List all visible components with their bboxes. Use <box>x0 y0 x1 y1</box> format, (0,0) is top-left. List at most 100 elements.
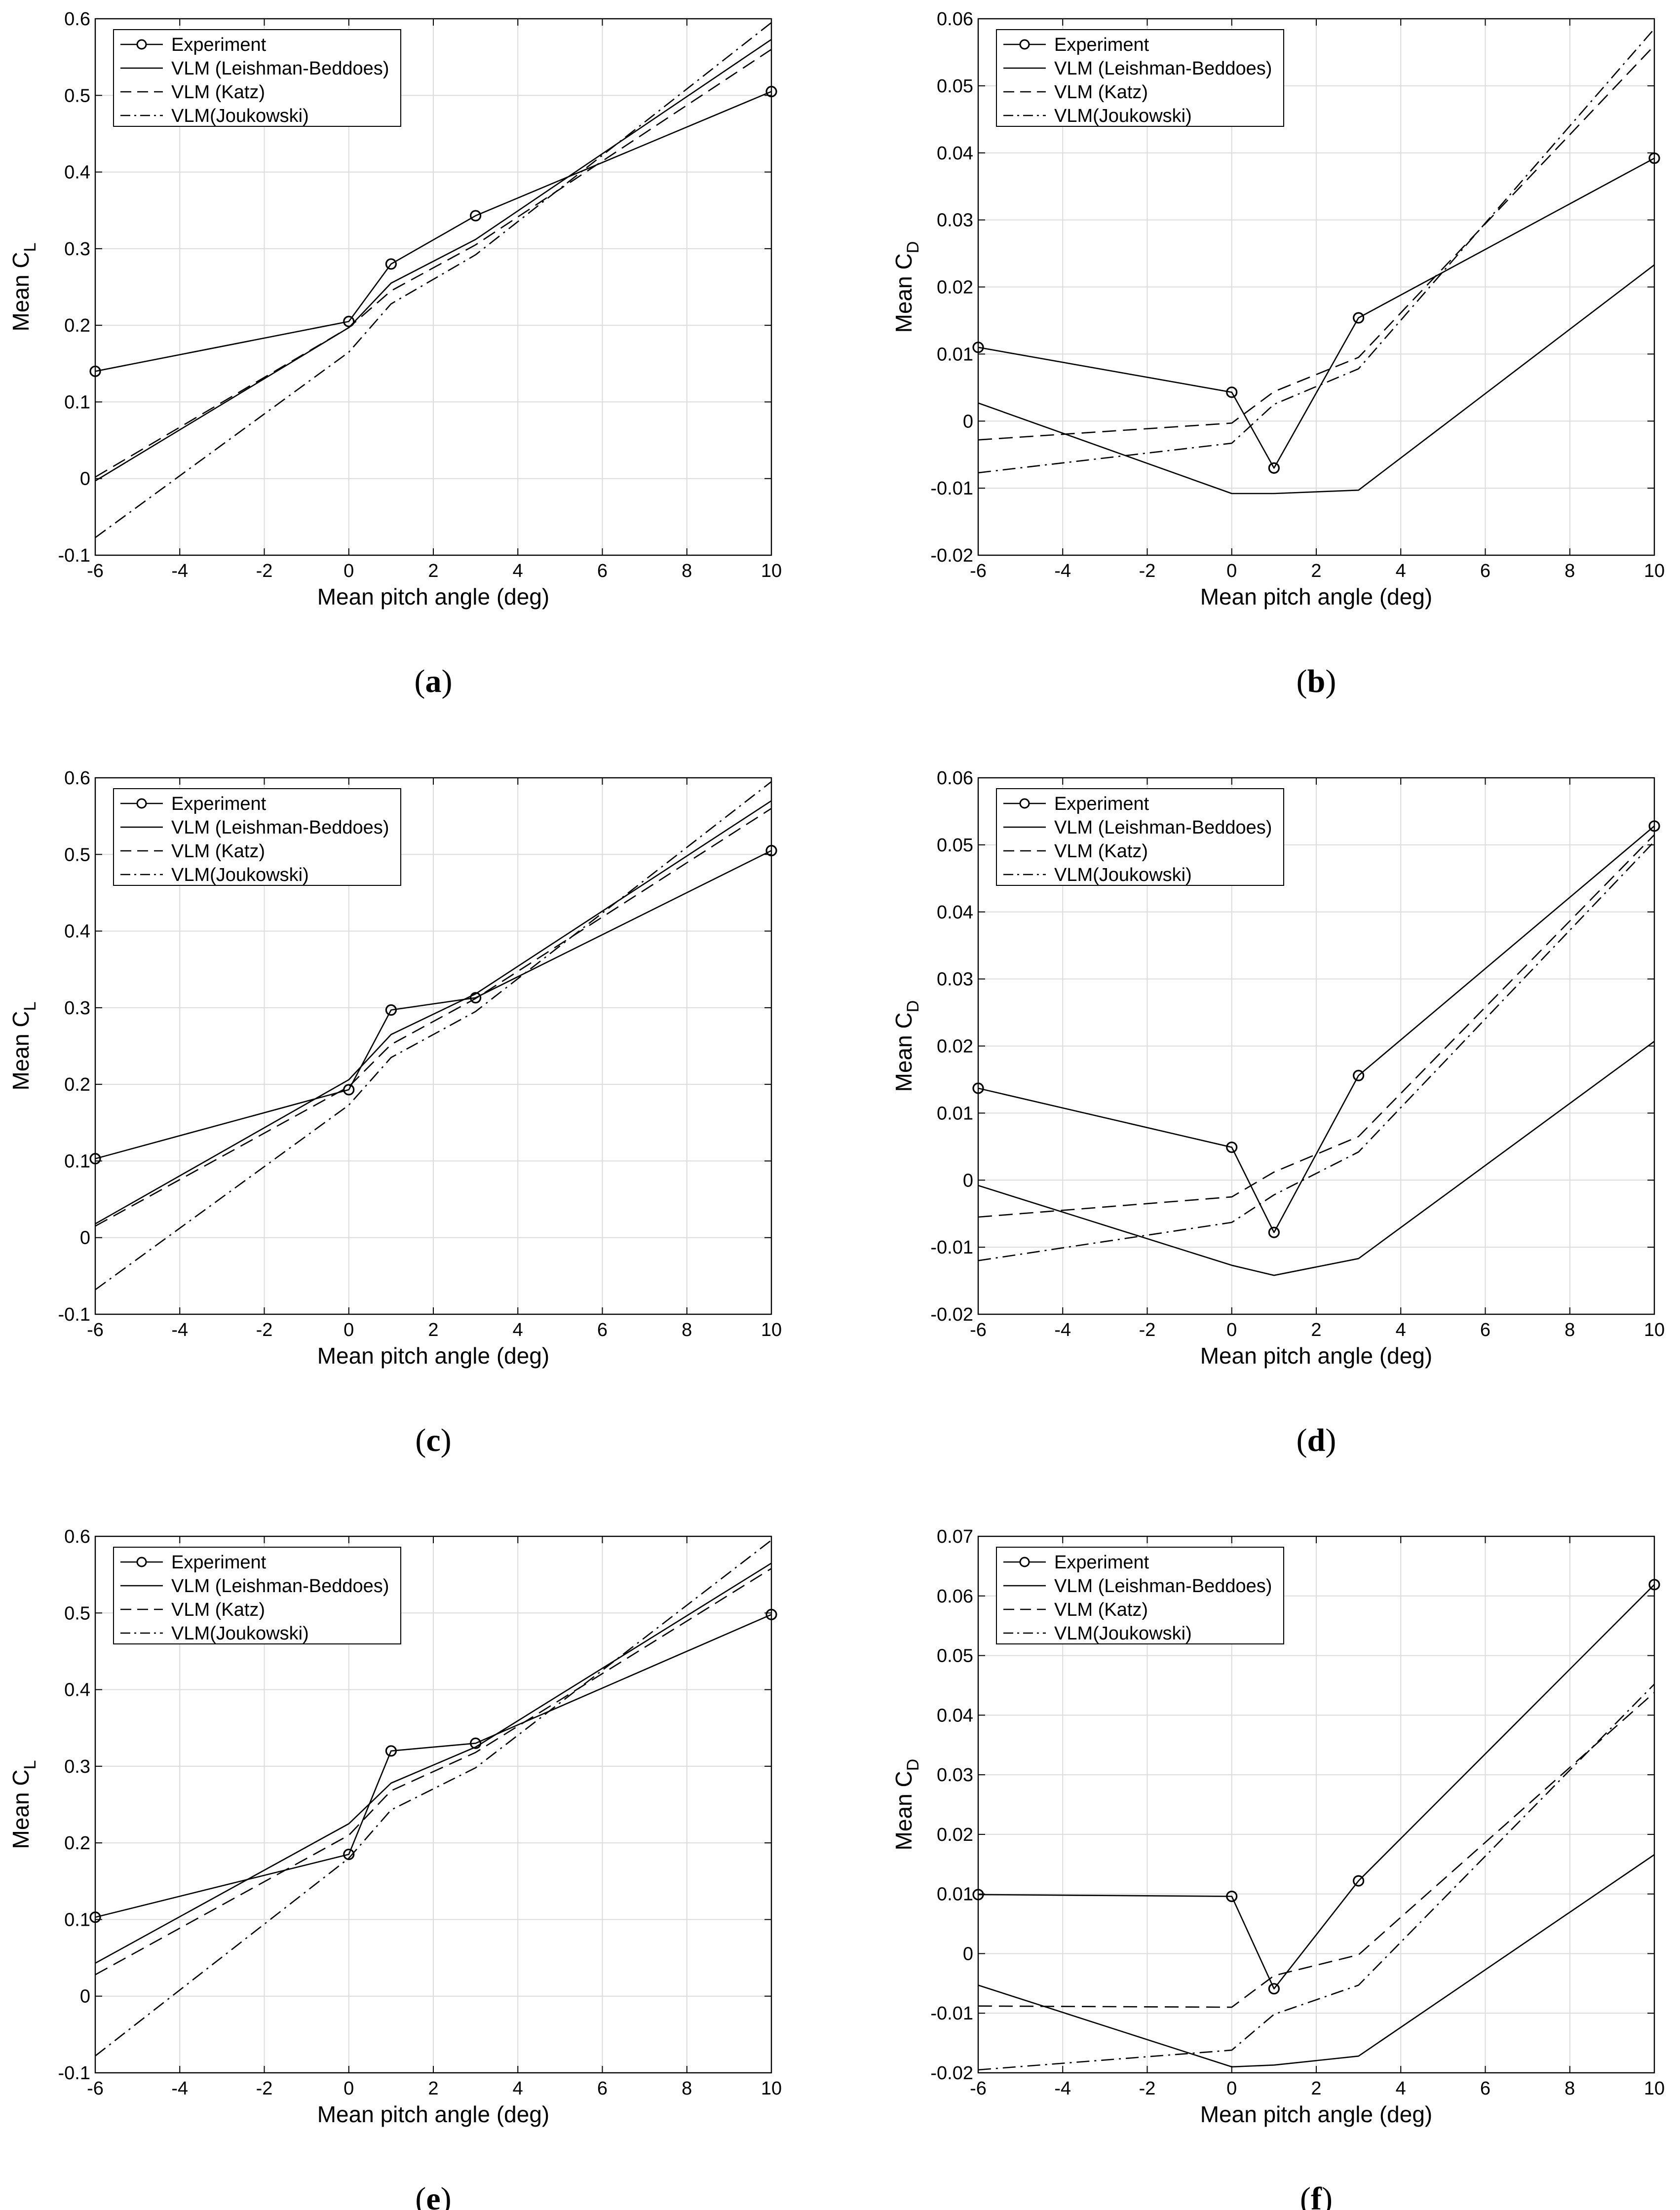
legend: Experiment VLM (Leishman-Beddoes) VLM (Kat… <box>113 29 401 127</box>
y-tick-label: -0.01 <box>930 478 973 499</box>
y-tick-label: -0.02 <box>930 1304 973 1325</box>
x-tick-label: -4 <box>1054 1320 1071 1340</box>
axes-frame <box>977 777 1655 1315</box>
legend: Experiment VLM (Leishman-Beddoes) VLM (Kat… <box>996 788 1284 886</box>
x-tick-label: 0 <box>344 1320 354 1340</box>
legend-label: VLM(Joukowski) <box>171 1623 309 1644</box>
y-axis-label: Mean CD <box>891 1000 922 1092</box>
y-tick-label: 0.01 <box>937 1103 973 1124</box>
legend-marker <box>1019 39 1030 50</box>
x-tick-label: 2 <box>1311 1320 1321 1340</box>
y-tick-label: 0.05 <box>937 76 973 97</box>
x-axis-label: Mean pitch angle (deg) <box>317 584 550 610</box>
y-tick-label: 0.06 <box>937 9 973 30</box>
x-tick-label: -2 <box>1139 561 1156 581</box>
x-tick-label: -6 <box>970 1320 987 1340</box>
y-tick-label: 0.1 <box>64 1151 90 1172</box>
legend-marker <box>1019 798 1030 809</box>
series-line-vlm-leishman-beddoes- <box>978 264 1654 495</box>
x-tick-label: -4 <box>1054 2078 1071 2099</box>
y-tick-label: 0.6 <box>64 768 90 789</box>
experiment-marker <box>343 1848 355 1861</box>
series-line-vlm-joukowski- <box>95 781 771 1291</box>
panel-caption-letter: f <box>1311 2181 1322 2210</box>
series-line-vlm-katz- <box>95 1568 771 1976</box>
legend-marker <box>1019 1557 1030 1567</box>
legend-label: VLM(Joukowski) <box>171 106 309 126</box>
legend: Experiment VLM (Leishman-Beddoes) VLM (Kat… <box>113 1547 401 1644</box>
x-tick-label: 6 <box>597 2078 608 2099</box>
series-line-experiment <box>95 850 771 1160</box>
y-tick-label: 0 <box>963 1170 973 1191</box>
legend-box <box>996 788 1284 886</box>
y-tick-label: 0.02 <box>937 1825 973 1845</box>
x-tick-label: -2 <box>256 1320 273 1340</box>
panel-caption-letter: d <box>1307 1422 1326 1458</box>
y-tick-label: 0.01 <box>937 1884 973 1905</box>
experiment-marker <box>1226 1142 1238 1153</box>
x-tick-label: 10 <box>1644 561 1665 581</box>
x-tick-label: -6 <box>87 2078 104 2099</box>
x-tick-label: -4 <box>171 561 188 581</box>
series-line-vlm-leishman-beddoes- <box>95 38 771 482</box>
legend-label: VLM(Joukowski) <box>1054 865 1192 885</box>
axes-frame <box>977 18 1655 556</box>
experiment-marker <box>343 315 355 327</box>
series-line-vlm-joukowski- <box>95 22 771 538</box>
x-axis-label: Mean pitch angle (deg) <box>317 2101 550 2127</box>
y-axis-label-subscript: D <box>904 1000 922 1013</box>
legend-label: VLM (Leishman-Beddoes) <box>1054 817 1272 838</box>
experiment-marker <box>1268 1983 1280 1995</box>
x-tick-label: -2 <box>256 561 273 581</box>
x-tick-label: 4 <box>513 561 523 581</box>
legend: Experiment VLM (Leishman-Beddoes) VLM (Kat… <box>113 788 401 886</box>
x-tick-label: 0 <box>1226 561 1237 581</box>
y-tick-label: 0.1 <box>64 392 90 413</box>
x-tick-label: 6 <box>597 1320 608 1340</box>
x-axis-label: Mean pitch angle (deg) <box>1200 1343 1433 1369</box>
x-axis-label: Mean pitch angle (deg) <box>317 1343 550 1369</box>
axes-frame <box>94 777 772 1315</box>
experiment-marker <box>1226 1890 1238 1903</box>
y-tick-label: -0.1 <box>58 545 90 566</box>
y-tick-label: 0.6 <box>64 9 90 30</box>
y-tick-label: 0 <box>80 469 90 490</box>
x-tick-label: -2 <box>256 2078 273 2099</box>
y-tick-label: 0.4 <box>64 1680 90 1701</box>
axes-frame <box>977 1535 1655 2074</box>
x-axis-label: Mean pitch angle (deg) <box>1200 584 1433 610</box>
y-axis-label-subscript: D <box>904 241 922 254</box>
x-tick-label: -6 <box>970 561 987 581</box>
series-line-vlm-katz- <box>95 49 771 478</box>
x-tick-label: 10 <box>1644 2078 1665 2099</box>
legend-label: VLM (Leishman-Beddoes) <box>1054 1576 1272 1597</box>
legend-label: VLM(Joukowski) <box>171 865 309 885</box>
series-line-vlm-leishman-beddoes- <box>95 1562 771 1964</box>
legend: Experiment VLM (Leishman-Beddoes) VLM (Kat… <box>996 1547 1284 1644</box>
y-tick-label: 0.02 <box>937 1036 973 1057</box>
x-tick-label: 10 <box>761 2078 782 2099</box>
series-group <box>95 22 771 538</box>
legend-label: VLM (Leishman-Beddoes) <box>1054 58 1272 79</box>
y-tick-label: 0.03 <box>937 969 973 990</box>
legend-label: Experiment <box>171 794 267 814</box>
x-tick-label: 8 <box>1565 2078 1575 2099</box>
x-tick-label: 6 <box>1480 2078 1490 2099</box>
x-tick-label: 8 <box>1565 561 1575 581</box>
y-tick-label: 0 <box>80 1228 90 1249</box>
experiment-marker <box>385 258 397 270</box>
series-line-vlm-katz- <box>978 45 1654 441</box>
legend-label: VLM (Leishman-Beddoes) <box>171 817 389 838</box>
y-tick-label: 0.5 <box>64 85 90 106</box>
series-line-vlm-leishman-beddoes- <box>978 1854 1654 2068</box>
y-axis-label-main: Mean C <box>891 1771 916 1850</box>
y-tick-label: 0.3 <box>64 239 90 260</box>
legend: Experiment VLM (Leishman-Beddoes) VLM (Kat… <box>996 29 1284 127</box>
series-group <box>978 28 1654 495</box>
legend-marker <box>136 39 147 50</box>
x-tick-label: 4 <box>1396 1320 1406 1340</box>
panel-caption: (e) <box>415 2181 451 2210</box>
experiment-marker <box>1268 462 1280 474</box>
y-tick-label: -0.01 <box>930 1237 973 1258</box>
